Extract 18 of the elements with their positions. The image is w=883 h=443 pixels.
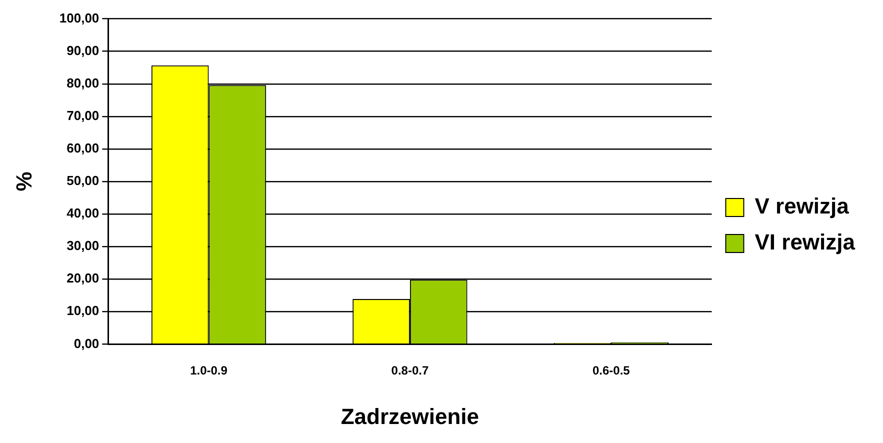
y-tick-label: 60,00 <box>66 140 100 156</box>
y-tick-label: 80,00 <box>66 75 100 90</box>
y-tick-label: 30,00 <box>66 238 100 254</box>
y-tick-label: 10,00 <box>66 303 100 318</box>
x-tick-label: 0.8-0.7 <box>391 364 429 378</box>
x-tick-label: 1.0-0.9 <box>190 364 228 378</box>
x-axis-title: Zadrzewienie <box>340 404 480 429</box>
y-tick-label: 0,00 <box>74 336 100 351</box>
y-tick-label: 70,00 <box>66 108 100 123</box>
legend-label: VI rewizja <box>754 230 856 255</box>
y-tick-label: 90,00 <box>66 42 100 58</box>
y-tick-label: 20,00 <box>66 270 100 286</box>
y-tick-label: 50,00 <box>66 173 100 188</box>
y-tick-label: 100,00 <box>59 10 100 26</box>
legend-label: V rewizja <box>754 194 850 219</box>
y-axis-title: % <box>11 172 36 192</box>
y-tick-label: 40,00 <box>66 206 100 221</box>
x-tick-label: 0.6-0.5 <box>592 364 630 378</box>
